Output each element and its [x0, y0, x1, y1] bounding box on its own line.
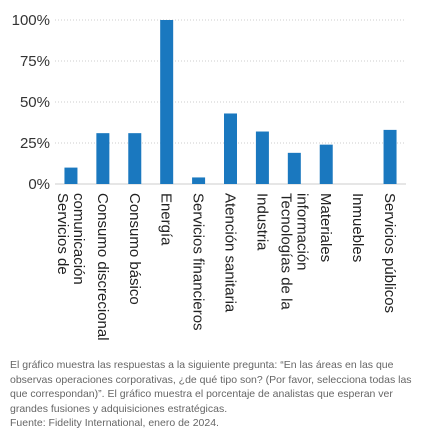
x-category-label-line: Atención sanitaria [222, 193, 239, 313]
x-category-label-line: Materiales [317, 193, 334, 262]
x-category-label-line: Servicios públicos [381, 193, 398, 313]
bar [255, 131, 269, 184]
x-category-label: Servicios públicos [381, 193, 398, 313]
x-category-label-line: Consumo discrecional [94, 193, 111, 341]
y-tick-label: 0% [28, 176, 50, 193]
x-category-label: Energía [158, 193, 175, 246]
bar-chart: 0% 25% 50% 75% 100% Servicios de comunicación… [12, 12, 406, 341]
x-category-label-line: Tecnologías de la [277, 193, 294, 310]
x-category-label: Materiales [317, 193, 334, 262]
x-category-label-line: Industria [253, 193, 270, 251]
x-category-label: Tecnologías de la información [277, 193, 310, 310]
bar [64, 167, 78, 184]
x-category-label: Industria [253, 193, 270, 251]
y-tick-label: 25% [20, 135, 50, 152]
x-category-label-line: Energía [158, 193, 175, 246]
chart-caption: El gráfico muestra las respuestas a la s… [10, 358, 430, 431]
x-axis-labels: Servicios de comunicación Consumo discreci… [54, 193, 398, 341]
x-category-label: Consumo básico [126, 193, 143, 305]
x-category-label-line: Consumo básico [126, 193, 143, 305]
bar [128, 133, 142, 184]
y-tick-label: 100% [12, 12, 50, 29]
bar [287, 152, 301, 184]
x-category-label-line: información [293, 193, 310, 271]
x-category-label-line: Servicios financieros [190, 193, 207, 331]
bar [192, 177, 206, 184]
x-category-label: Atención sanitaria [222, 193, 239, 313]
x-category-label-line: Inmuebles [349, 193, 366, 262]
x-category-label-line: comunicación [70, 193, 87, 285]
bars [64, 20, 397, 184]
bar [319, 144, 333, 184]
bar [224, 113, 237, 184]
x-category-label: Inmuebles [349, 193, 366, 262]
caption-source: Fuente: Fidelity International, enero de… [10, 417, 219, 429]
bar [96, 133, 110, 184]
x-category-label: Consumo discrecional [94, 193, 111, 341]
y-tick-label: 75% [20, 53, 50, 70]
x-category-label-line: Servicios de [54, 193, 71, 275]
x-category-label: Servicios financieros [190, 193, 207, 331]
y-axis-ticks: 0% 25% 50% 75% 100% [12, 12, 50, 193]
y-tick-label: 50% [20, 94, 50, 111]
bar [383, 129, 397, 184]
caption-text: El gráfico muestra las respuestas a la s… [10, 359, 412, 415]
bar [160, 20, 174, 184]
x-category-label: Servicios de comunicación [54, 193, 87, 285]
